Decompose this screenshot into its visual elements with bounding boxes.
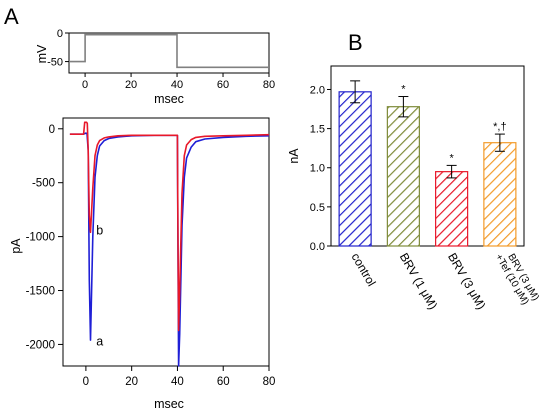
protocol-y-tick-label: 0 — [57, 28, 63, 40]
current-y-tick-label: -500 — [32, 178, 55, 190]
bar-plot-frame — [330, 65, 525, 247]
significance-marker: *,† — [493, 121, 506, 133]
bar-y-tick-label: 0.5 — [310, 202, 325, 214]
bar-category-label: BRV (3 μM) — [445, 251, 488, 312]
current-x-tick-label: 60 — [217, 376, 230, 388]
voltage-protocol-chart: mV msec 0 20 40 60 80 0 -50 — [35, 28, 275, 106]
bar-category-label: BRV (3 μM)+Tef (10 μM) — [493, 247, 541, 308]
bar — [483, 142, 517, 247]
protocol-x-tick-label: 0 — [82, 79, 88, 91]
current-ylabel: pA — [9, 238, 23, 254]
protocol-ylabel: mV — [35, 44, 49, 63]
bar-category-label: BRV (1 μM) — [397, 251, 440, 312]
current-y-tick-label: -1000 — [26, 232, 55, 244]
current-y-tick-label: 0 — [49, 124, 55, 136]
protocol-x-tick-label: 60 — [217, 79, 229, 91]
bar-category-label: control — [349, 251, 379, 289]
current-x-tick-label: 40 — [171, 376, 184, 388]
protocol-x-tick-label: 80 — [263, 79, 275, 91]
bar-y-tick-label: 2.0 — [310, 84, 325, 96]
protocol-xlabel: msec — [154, 92, 184, 106]
protocol-x-tick-label: 20 — [125, 79, 137, 91]
bar-y-tick-label: 1.5 — [310, 124, 325, 136]
bar-ylabel: nA — [287, 148, 301, 164]
panel-a-label: A — [4, 4, 19, 29]
protocol-x-tick-label: 40 — [171, 79, 183, 91]
bar-y-tick-label: 0.0 — [310, 241, 325, 253]
protocol-trace — [69, 33, 269, 69]
protocol-plot-frame — [68, 32, 270, 74]
trace-annotation-a: a — [96, 335, 103, 349]
current-plot-frame — [62, 117, 270, 367]
protocol-y-tick-label: -50 — [47, 57, 63, 69]
bar — [435, 171, 469, 247]
current-trace-a — [69, 132, 270, 367]
significance-marker: * — [449, 152, 454, 164]
current-x-tick-label: 0 — [83, 376, 89, 388]
current-y-tick-label: -1500 — [26, 286, 55, 298]
current-x-tick-label: 80 — [263, 376, 276, 388]
panel-b-label: B — [348, 30, 363, 55]
significance-marker: * — [401, 84, 406, 96]
current-y-tick-label: -2000 — [26, 339, 55, 351]
bar — [386, 106, 420, 247]
current-xlabel: msec — [154, 397, 184, 411]
bar-chart: nA 0.0 0.5 1.0 1.5 2.0 control * BRV (1 μM) * BRV… — [287, 65, 541, 312]
bar — [338, 91, 372, 247]
current-x-tick-label: 20 — [125, 376, 138, 388]
bar-y-tick-label: 1.0 — [310, 163, 325, 175]
current-trace-chart: pA msec 0 20 40 60 80 0 -500 -1000 -1500 -2000 a b — [9, 117, 276, 411]
current-trace-b — [69, 121, 270, 332]
trace-annotation-b: b — [96, 223, 103, 237]
